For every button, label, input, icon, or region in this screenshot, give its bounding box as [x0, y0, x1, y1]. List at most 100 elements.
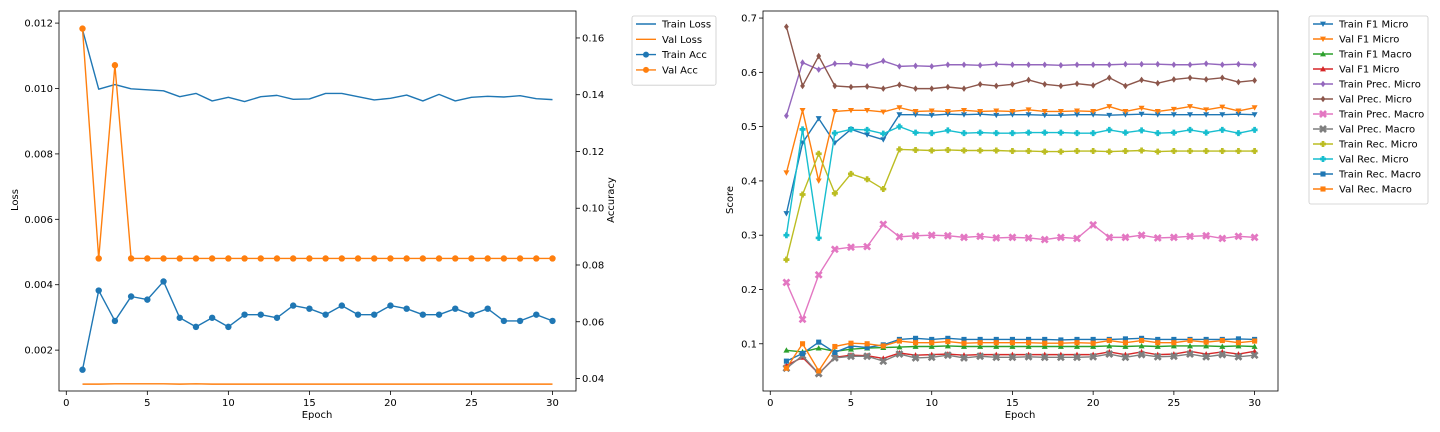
data-point-train-rec-macro — [783, 358, 789, 364]
data-point-train-f1-macro — [1251, 343, 1258, 349]
score-legend: Train F1 Micro Val F1 Micro Train F1 Macro… — [1308, 15, 1429, 205]
data-point-train-f1-macro — [1170, 342, 1177, 349]
data-point-train-rec-micro — [896, 146, 903, 153]
data-point-train-f1-macro — [1235, 342, 1242, 349]
legend-item-train-acc: Train Acc — [636, 50, 707, 61]
data-point-train-rec-micro — [1170, 148, 1177, 155]
data-point-val-rec-macro — [977, 340, 983, 346]
data-point-train-f1-macro — [783, 347, 790, 353]
y-tick-label: 0.5 — [741, 122, 757, 133]
data-point-train-rec-micro — [1106, 148, 1113, 155]
data-point-train-prec-macro — [1056, 233, 1065, 242]
data-point-train-acc — [306, 305, 313, 312]
data-point-train-prec-macro — [911, 231, 920, 240]
data-point-train-prec-micro — [1203, 60, 1209, 67]
data-point-train-rec-micro — [1025, 148, 1032, 155]
data-point-val-rec-micro — [1025, 129, 1032, 136]
legend-marker — [1320, 171, 1326, 177]
loss-legend: Train Loss Val Loss Train Acc Val Acc — [631, 15, 717, 86]
data-point-val-f1-micro — [1235, 108, 1242, 114]
data-point-train-f1-micro — [815, 116, 822, 122]
data-point-train-rec-micro — [847, 170, 854, 177]
data-point-train-acc — [387, 302, 394, 309]
y-tick-label: 0.008 — [24, 149, 53, 160]
legend-item-val-prec-macro: Val Prec. Macro — [1313, 125, 1415, 136]
x-tick-label: 30 — [1248, 398, 1261, 409]
data-point-train-prec-micro — [800, 59, 805, 66]
x-tick-label: 25 — [465, 398, 478, 409]
series-val-f1-micro — [783, 104, 1258, 184]
legend-item-val-acc: Val Acc — [636, 65, 698, 76]
data-point-train-f1-macro — [1074, 343, 1081, 349]
legend-marker — [1320, 21, 1326, 27]
data-point-val-f1-micro — [1025, 107, 1032, 113]
legend-item-train-loss: Train Loss — [636, 20, 711, 31]
legend-marker — [643, 51, 649, 58]
data-point-train-rec-macro — [800, 350, 806, 357]
series-line-val-prec-micro — [785, 26, 1255, 90]
data-point-train-rec-micro — [1090, 148, 1097, 155]
data-point-val-rec-macro — [816, 368, 822, 374]
data-point-train-acc — [419, 311, 427, 318]
data-point-train-rec-macro — [913, 335, 919, 341]
data-point-train-prec-micro — [864, 62, 870, 70]
data-point-val-rec-macro — [1139, 337, 1145, 344]
data-point-train-acc — [176, 314, 183, 321]
data-point-train-prec-micro — [1010, 61, 1015, 69]
data-point-train-prec-macro — [1250, 233, 1259, 242]
data-point-val-rec-micro — [928, 130, 935, 137]
data-point-val-prec-macro — [1040, 353, 1049, 362]
data-point-train-rec-micro — [880, 186, 887, 193]
data-point-train-rec-macro — [1122, 336, 1128, 342]
data-point-val-prec-micro — [864, 83, 870, 90]
data-point-train-prec-macro — [1218, 234, 1227, 243]
legend-item-train-rec-macro: Train Rec. Macro — [1313, 170, 1421, 181]
y2-tick-label: 0.10 — [582, 204, 604, 215]
data-point-train-rec-micro — [864, 176, 871, 183]
data-point-val-rec-micro — [1187, 126, 1194, 133]
data-point-train-prec-micro — [832, 60, 838, 67]
data-point-train-f1-macro — [1025, 343, 1032, 349]
data-point-train-rec-macro — [993, 336, 999, 342]
data-point-train-f1-macro — [1041, 343, 1048, 349]
data-point-val-rec-macro — [800, 341, 806, 347]
data-point-train-rec-micro — [1235, 148, 1242, 155]
series-line-train-loss — [81, 29, 553, 103]
y-tick-label: 0.004 — [24, 280, 53, 291]
data-point-val-prec-macro — [992, 353, 1001, 362]
data-point-train-f1-micro — [960, 112, 967, 118]
plot-frame — [58, 10, 577, 392]
data-point-val-f1-micro — [1170, 106, 1177, 113]
data-point-train-f1-micro — [1170, 112, 1177, 118]
legend-item-train-f1-macro: Train F1 Macro — [1313, 50, 1412, 61]
data-point-val-prec-macro — [927, 353, 936, 362]
data-point-train-f1-macro — [1009, 343, 1016, 349]
legend-label: Train Rec. Micro — [1338, 140, 1418, 151]
data-point-train-f1-micro — [1106, 112, 1113, 119]
data-point-val-f1-micro — [1122, 109, 1129, 115]
data-point-train-acc — [79, 366, 86, 373]
data-point-val-prec-macro — [1137, 350, 1146, 359]
data-point-val-prec-micro — [1106, 74, 1112, 82]
data-point-val-acc — [144, 255, 151, 262]
data-point-train-prec-micro — [1090, 61, 1096, 69]
data-point-train-rec-macro — [832, 349, 838, 356]
data-point-train-rec-macro — [961, 336, 967, 342]
data-point-train-rec-micro — [799, 191, 806, 198]
data-point-val-prec-macro — [879, 357, 888, 366]
data-point-val-rec-micro — [783, 232, 790, 239]
data-point-train-prec-macro — [1040, 235, 1049, 244]
data-point-val-f1-micro — [1203, 107, 1210, 113]
data-point-train-f1-micro — [783, 211, 790, 217]
data-point-train-acc — [500, 317, 508, 325]
data-point-val-rec-macro — [1058, 340, 1064, 346]
data-point-val-prec-macro — [830, 353, 839, 362]
data-point-val-acc — [225, 255, 232, 262]
x-tick-label: 25 — [1168, 398, 1181, 409]
legend-marker — [1320, 95, 1326, 103]
y2-tick-label: 0.04 — [582, 374, 604, 385]
data-point-train-f1-macro — [977, 343, 984, 349]
data-point-val-prec-micro — [961, 85, 967, 92]
data-point-val-rec-macro — [1203, 339, 1209, 345]
data-point-val-prec-macro — [1073, 353, 1081, 362]
